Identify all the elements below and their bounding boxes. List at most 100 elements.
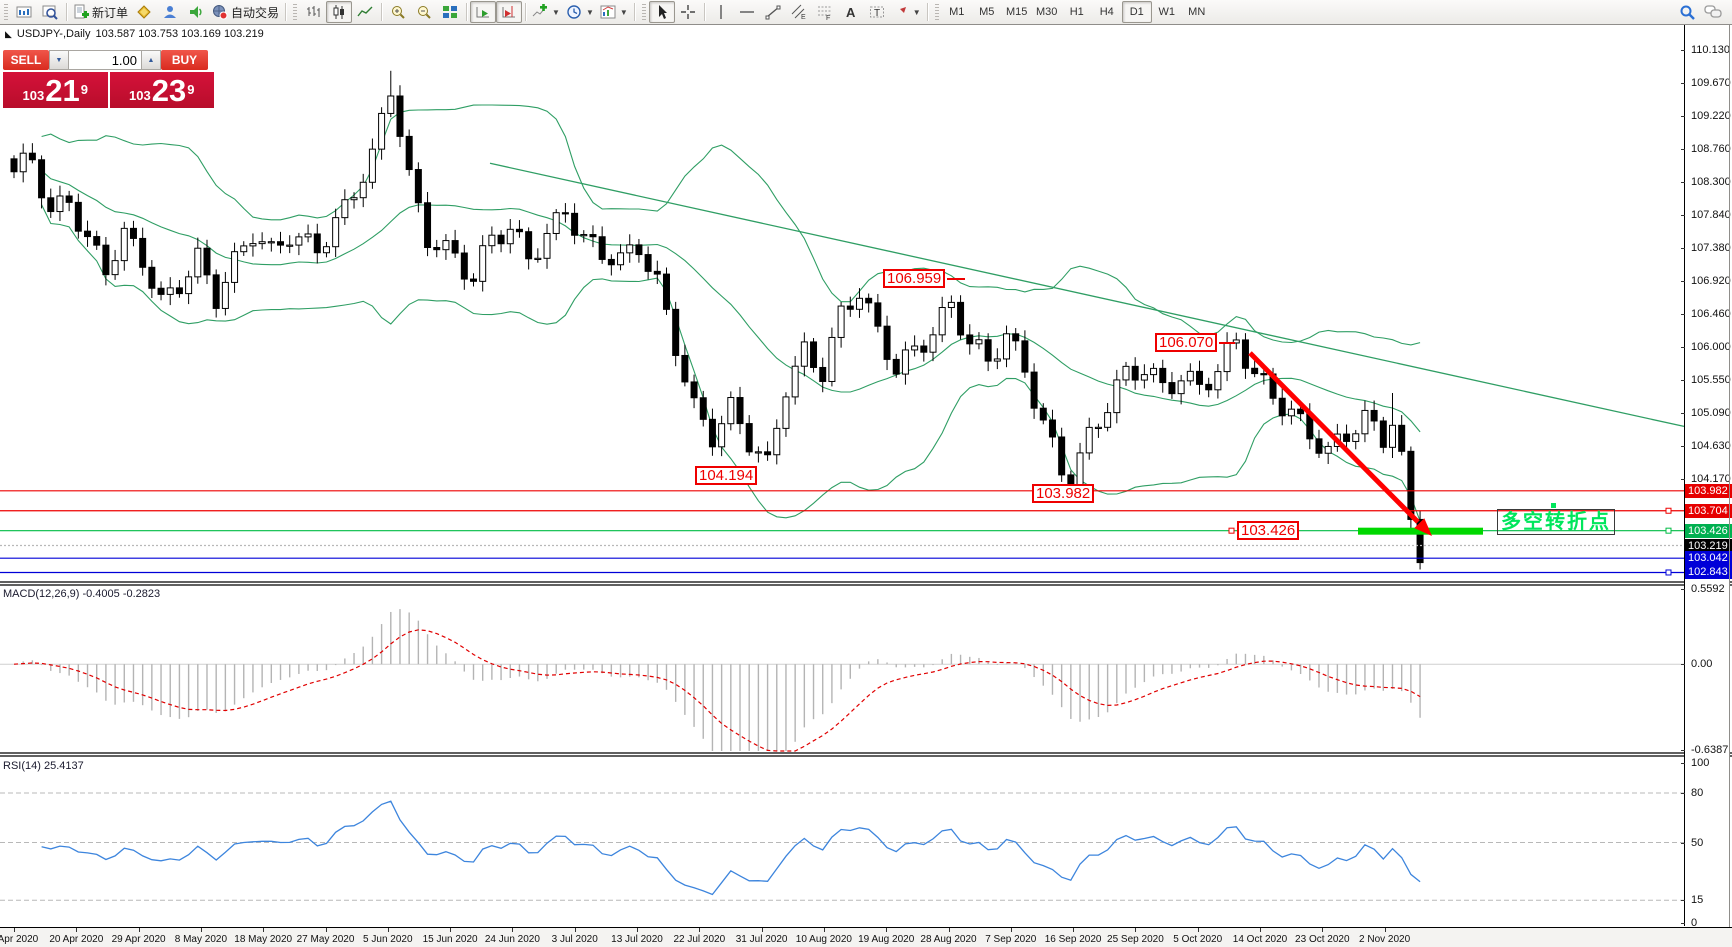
candle-body bbox=[470, 278, 477, 282]
zoom-out-button[interactable] bbox=[411, 1, 437, 23]
candle-body bbox=[231, 251, 239, 283]
vertical-line-tool[interactable] bbox=[708, 1, 734, 23]
tab-timeframe-mn[interactable]: MN bbox=[1188, 6, 1206, 18]
price-annotation-103982[interactable]: 103.982 bbox=[1032, 484, 1095, 503]
trendline-tool[interactable] bbox=[760, 1, 786, 23]
new-chart-icon bbox=[16, 6, 32, 18]
candle-body bbox=[74, 201, 82, 232]
candle-body bbox=[598, 236, 606, 260]
tab-timeframe-m30[interactable]: M30 bbox=[1036, 6, 1058, 18]
price-annotation-104194[interactable]: 104.194 bbox=[695, 466, 758, 485]
axis-tick bbox=[1681, 664, 1685, 665]
candle-body bbox=[286, 244, 294, 247]
macd-scale-label: 0.5592 bbox=[1691, 583, 1725, 595]
note-anchor-handle[interactable] bbox=[1551, 503, 1556, 508]
tab-timeframe-m15[interactable]: M15 bbox=[1006, 6, 1028, 18]
candle-body bbox=[1140, 374, 1148, 381]
new-order-icon bbox=[74, 4, 89, 19]
price-annotation-103426[interactable]: 103.426 bbox=[1237, 521, 1300, 540]
volume-decrease-button[interactable]: ▼ bbox=[49, 50, 69, 70]
tile-windows-icon bbox=[443, 6, 458, 18]
candle-body bbox=[249, 243, 257, 247]
volume-increase-button[interactable]: ▲ bbox=[141, 50, 161, 70]
ask-price-box[interactable]: 103 23 9 bbox=[109, 72, 214, 108]
gold-button[interactable] bbox=[131, 1, 157, 23]
tab-timeframe-d1[interactable]: D1 bbox=[1121, 1, 1152, 23]
auto-scroll-button[interactable] bbox=[470, 1, 497, 23]
date-axis-label: 3 Jul 2020 bbox=[551, 934, 598, 945]
new-order-button[interactable]: 新订单 bbox=[70, 1, 131, 23]
horizontal-line-tool[interactable] bbox=[734, 1, 760, 23]
price-annotation-106070[interactable]: 106.070 bbox=[1155, 333, 1218, 352]
arrows-tool[interactable]: ▼ bbox=[890, 1, 924, 23]
tab-timeframe-m5[interactable]: M5 bbox=[979, 6, 995, 18]
line-chart-button[interactable] bbox=[352, 1, 378, 23]
chart-shift-button[interactable] bbox=[496, 1, 523, 23]
search-button[interactable] bbox=[1674, 1, 1700, 23]
date-axis-label: 27 May 2020 bbox=[296, 934, 355, 945]
date-tick bbox=[823, 928, 825, 932]
candle-body bbox=[1168, 382, 1176, 395]
fibonacci-tool[interactable]: F bbox=[812, 1, 838, 23]
text-label-tool[interactable]: T bbox=[864, 1, 890, 23]
candle-body bbox=[506, 228, 514, 245]
date-axis-label: 28 Aug 2020 bbox=[920, 934, 977, 945]
note-text-label[interactable]: 多空转折点 bbox=[1497, 509, 1615, 535]
periods-button[interactable]: ▼ bbox=[563, 1, 597, 23]
price-axis-label: 104.170 bbox=[1691, 473, 1731, 485]
templates-button[interactable]: ▼ bbox=[597, 1, 631, 23]
clock-icon bbox=[567, 5, 581, 19]
tab-timeframe-w1[interactable]: W1 bbox=[1158, 6, 1175, 18]
candle-body bbox=[322, 246, 330, 254]
autotrade-button[interactable]: 自动交易 bbox=[209, 1, 282, 23]
dropdown-arrow-icon: ▼ bbox=[619, 7, 628, 17]
ask-price-pip: 9 bbox=[187, 82, 195, 97]
date-axis-label: 29 Apr 2020 bbox=[111, 934, 166, 945]
date-axis-label: 18 May 2020 bbox=[234, 934, 293, 945]
crosshair-button[interactable] bbox=[675, 1, 701, 23]
price-chart-canvas[interactable] bbox=[0, 25, 1732, 947]
tab-timeframe-h4[interactable]: H4 bbox=[1099, 6, 1114, 18]
date-axis-label: 19 Aug 2020 bbox=[858, 934, 915, 945]
support-highlight-bar[interactable] bbox=[1358, 527, 1483, 535]
axis-tick bbox=[1681, 793, 1685, 794]
date-axis[interactable]: 8 Apr 2020 20 Apr 2020 29 Apr 2020 8 May 20… bbox=[0, 927, 1732, 947]
market-button[interactable] bbox=[157, 1, 183, 23]
tab-timeframe-m1[interactable]: M1 bbox=[949, 6, 965, 18]
candle-body bbox=[1398, 424, 1406, 452]
price-axis[interactable]: 110.130 109.670 109.220 108.760 108.300 107.8… bbox=[1681, 25, 1732, 947]
candle-body bbox=[1416, 518, 1424, 564]
channel-tool[interactable]: E bbox=[786, 1, 812, 23]
indicators-button[interactable]: ▼ bbox=[529, 1, 563, 23]
candle-body bbox=[883, 325, 891, 360]
zoom-in-button[interactable] bbox=[385, 1, 411, 23]
candle-body bbox=[93, 236, 101, 246]
gold-diamond-icon bbox=[137, 5, 151, 19]
bid-price-box[interactable]: 103 21 9 bbox=[3, 72, 108, 108]
profiles-button[interactable] bbox=[37, 1, 63, 23]
dropdown-arrow-icon: ▼ bbox=[552, 7, 560, 17]
text-label-icon: T bbox=[869, 6, 884, 19]
price-annotation-106959[interactable]: 106.959 bbox=[883, 269, 946, 288]
bar-chart-button[interactable] bbox=[300, 1, 326, 23]
new-chart-button[interactable] bbox=[11, 1, 37, 23]
chat-button[interactable] bbox=[1700, 1, 1726, 23]
buy-button[interactable]: BUY bbox=[161, 50, 208, 70]
signals-button[interactable] bbox=[183, 1, 209, 23]
text-tool[interactable]: A bbox=[838, 1, 864, 23]
tab-timeframe-h1[interactable]: H1 bbox=[1069, 6, 1084, 18]
tile-windows-button[interactable] bbox=[437, 1, 463, 23]
annotation-pointer-line bbox=[1219, 342, 1235, 344]
volume-input[interactable] bbox=[69, 50, 141, 70]
cursor-button[interactable] bbox=[648, 1, 675, 23]
sell-button[interactable]: SELL bbox=[3, 50, 49, 70]
candle-body bbox=[1012, 333, 1020, 342]
ask-price-main: 23 bbox=[151, 73, 187, 108]
candlestick-chart-button[interactable] bbox=[326, 1, 353, 23]
candle-body bbox=[745, 423, 753, 453]
candle-body bbox=[1343, 433, 1351, 442]
axis-tick bbox=[1681, 149, 1685, 150]
candlestick-chart-icon bbox=[333, 5, 345, 19]
trend-arrow-line[interactable] bbox=[1248, 351, 1420, 524]
chart-area[interactable]: ◣ USDJPY-,Daily 103.587 103.753 103.169 … bbox=[0, 25, 1732, 947]
